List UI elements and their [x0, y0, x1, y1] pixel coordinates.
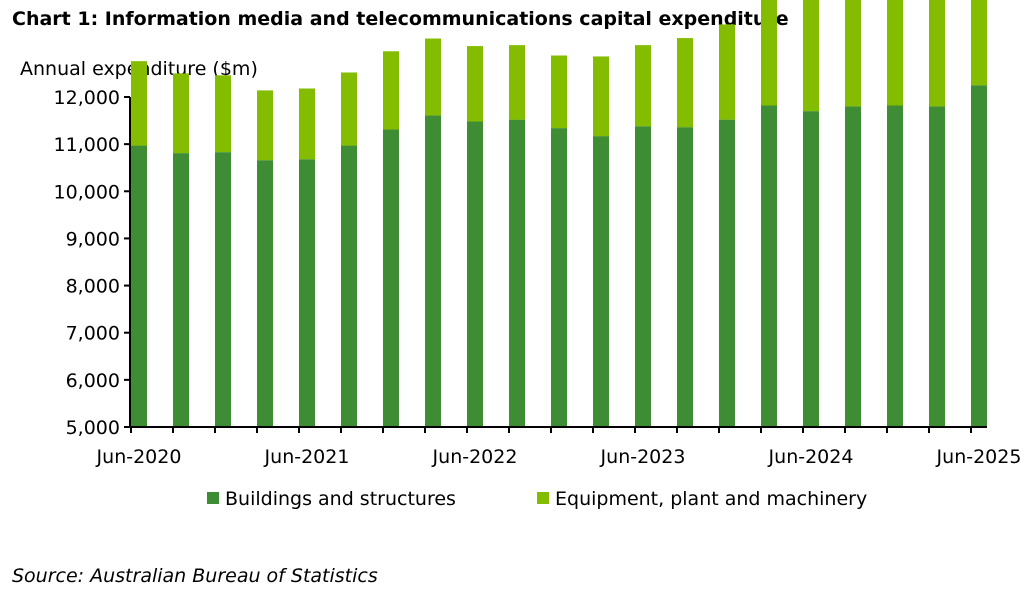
y-tick-label: 9,000 [66, 228, 120, 250]
legend-swatch [207, 492, 219, 504]
bar-buildings-Mar-2022 [425, 115, 441, 427]
bar-equipment-Jun-2025 [971, 0, 987, 86]
bar-equipment-Dec-2021 [383, 51, 399, 130]
bar-buildings-Mar-2023 [593, 136, 609, 427]
y-tick-label: 5,000 [66, 417, 120, 439]
y-tick-label: 11,000 [54, 134, 120, 156]
bar-equipment-Jun-2022 [467, 46, 483, 122]
legend-swatch [537, 492, 549, 504]
bar-buildings-Sep-2023 [677, 127, 693, 428]
x-tick-label: Jun-2022 [432, 446, 518, 468]
bar-equipment-Dec-2024 [887, 0, 903, 106]
bar-equipment-Mar-2025 [929, 0, 945, 107]
bar-buildings-Jun-2022 [467, 121, 483, 427]
bar-equipment-Sep-2022 [509, 45, 525, 120]
chart-title: Chart 1: Information media and telecommu… [12, 8, 789, 30]
legend-label: Buildings and structures [225, 488, 456, 510]
bar-buildings-Dec-2020 [215, 152, 231, 427]
y-tick-label: 7,000 [66, 323, 120, 345]
bar-equipment-Mar-2024 [761, 0, 777, 106]
bar-buildings-Dec-2024 [887, 105, 903, 427]
bar-buildings-Mar-2024 [761, 105, 777, 427]
bar-equipment-Sep-2023 [677, 38, 693, 128]
x-tick-label: Jun-2024 [768, 446, 854, 468]
bar-buildings-Sep-2020 [173, 153, 189, 427]
bar-buildings-Dec-2021 [383, 129, 399, 427]
bar-equipment-Dec-2023 [719, 24, 735, 120]
y-tick-label: 8,000 [66, 276, 120, 298]
bar-equipment-Mar-2021 [257, 90, 273, 161]
source-note: Source: Australian Bureau of Statistics [12, 565, 378, 587]
bar-equipment-Sep-2020 [173, 73, 189, 154]
bar-equipment-Sep-2021 [341, 72, 357, 146]
bar-buildings-Jun-2025 [971, 85, 987, 427]
bar-buildings-Jun-2024 [803, 111, 819, 428]
bar-buildings-Jun-2020 [131, 145, 147, 428]
bar-equipment-Dec-2020 [215, 75, 231, 153]
y-tick-label: 12,000 [54, 87, 120, 109]
bar-buildings-Mar-2025 [929, 106, 945, 427]
bar-buildings-Dec-2022 [551, 128, 567, 427]
bar-equipment-Jun-2024 [803, 0, 819, 112]
bar-equipment-Sep-2024 [845, 0, 861, 107]
legend-label: Equipment, plant and machinery [555, 488, 867, 510]
bar-equipment-Jun-2020 [131, 61, 147, 146]
x-tick-label: Jun-2020 [96, 446, 182, 468]
bar-buildings-Mar-2021 [257, 160, 273, 427]
bar-equipment-Jun-2021 [299, 88, 315, 160]
bar-buildings-Jun-2023 [635, 126, 651, 427]
bar-buildings-Sep-2024 [845, 106, 861, 427]
bar-buildings-Dec-2023 [719, 119, 735, 427]
bar-equipment-Dec-2022 [551, 55, 567, 129]
x-tick-label: Jun-2023 [600, 446, 686, 468]
bar-equipment-Jun-2023 [635, 45, 651, 127]
bar-buildings-Sep-2021 [341, 145, 357, 428]
y-tick-label: 6,000 [66, 370, 120, 392]
bar-buildings-Jun-2021 [299, 159, 315, 427]
bar-buildings-Sep-2022 [509, 119, 525, 427]
x-tick-label: Jun-2025 [936, 446, 1022, 468]
x-tick-label: Jun-2021 [264, 446, 350, 468]
bar-equipment-Mar-2022 [425, 38, 441, 116]
bar-equipment-Mar-2023 [593, 56, 609, 137]
y-tick-label: 10,000 [54, 181, 120, 203]
